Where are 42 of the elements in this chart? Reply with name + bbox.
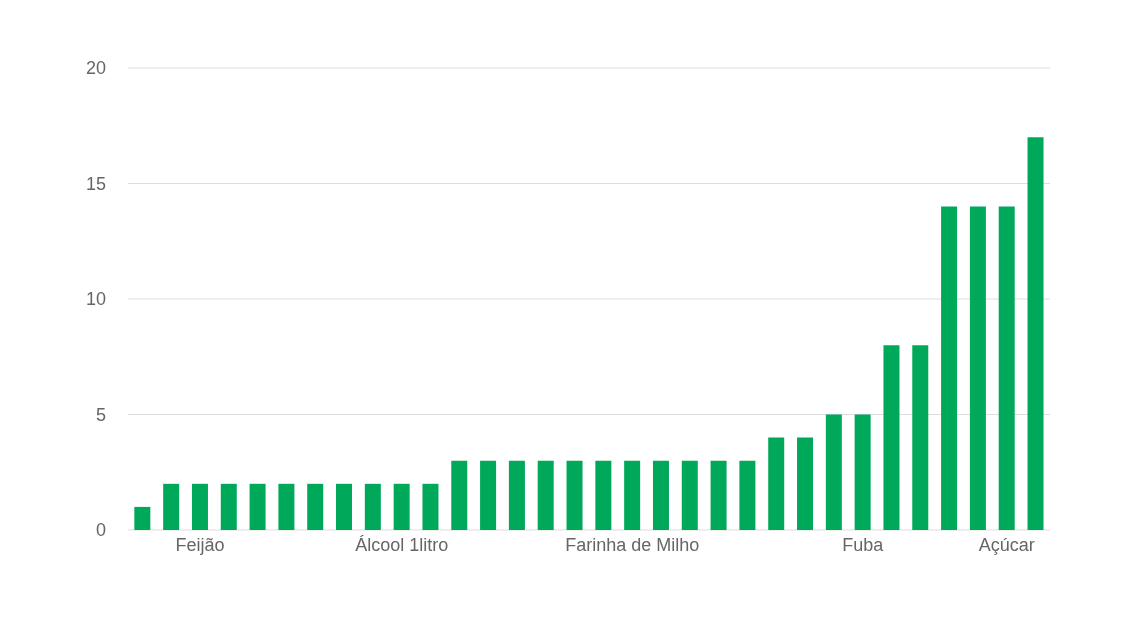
y-tick-label: 0	[95, 520, 106, 541]
bar	[595, 460, 612, 530]
bar	[336, 483, 353, 530]
bar	[681, 460, 698, 530]
bar	[797, 437, 814, 530]
bar	[134, 506, 151, 530]
bar	[998, 206, 1015, 530]
bar	[451, 460, 468, 530]
bar	[422, 483, 439, 530]
x-tick-label: Açúcar	[978, 534, 1035, 555]
y-tick-label: 20	[85, 58, 106, 79]
x-tick-label: Feijão	[175, 534, 225, 555]
bar	[883, 345, 900, 530]
x-tick-label: Farinha de Milho	[565, 534, 700, 555]
bar	[739, 460, 756, 530]
bar	[249, 483, 266, 530]
bar	[163, 483, 180, 530]
bar	[393, 483, 410, 530]
x-tick-label: Álcool 1litro	[355, 534, 449, 555]
bar	[537, 460, 554, 530]
bar	[191, 483, 208, 530]
bar	[941, 206, 958, 530]
bar	[652, 460, 669, 530]
bar	[624, 460, 641, 530]
bar	[566, 460, 583, 530]
y-tick-label: 10	[85, 289, 106, 310]
bar	[825, 414, 842, 530]
bar	[364, 483, 381, 530]
bar	[969, 206, 986, 530]
bar	[307, 483, 324, 530]
bar	[278, 483, 295, 530]
bar	[854, 414, 871, 530]
bar	[1027, 137, 1044, 530]
bar	[508, 460, 525, 530]
bar	[912, 345, 929, 530]
y-tick-label: 15	[85, 173, 106, 194]
bar	[480, 460, 497, 530]
bar	[768, 437, 785, 530]
x-tick-label: Fuba	[842, 534, 885, 555]
bar	[220, 483, 237, 530]
y-tick-label: 5	[95, 404, 106, 425]
bar	[710, 460, 727, 530]
